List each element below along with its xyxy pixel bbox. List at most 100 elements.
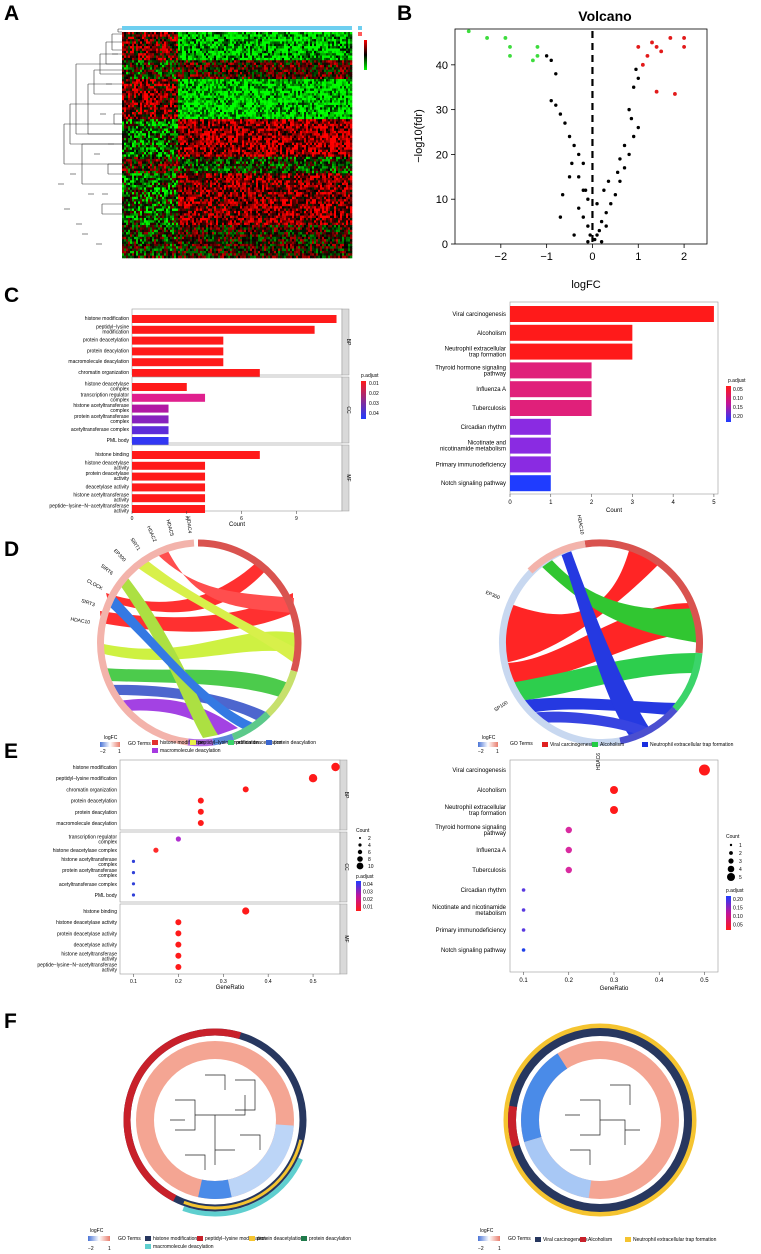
circ-ring-yellow: [125, 1030, 305, 1210]
volcano-point-ns: [586, 240, 590, 244]
go-bar-xtick-label: 9: [295, 516, 298, 522]
circ-dendrogram: [170, 1074, 261, 1170]
go-dot-point: [175, 919, 182, 926]
legend-swatch: [580, 1237, 586, 1242]
go-bar-label: protein acetyltransferase: [74, 414, 129, 420]
go-dot-label: macromolecule deacylation: [56, 821, 117, 827]
kegg-dot-point: [610, 786, 618, 794]
go-bar: [132, 315, 337, 323]
go-dot-label: protein deacetylase activity: [57, 931, 118, 937]
kegg-dot-point: [521, 928, 526, 932]
go-bar-label: deacetylase activity: [86, 484, 130, 490]
chord-arc-peptidyl-lysine: [265, 669, 298, 717]
kegg-dot-label: Circadian rhythm: [461, 888, 506, 894]
volcano-point-ns: [622, 166, 627, 170]
legend-swatch: [266, 740, 272, 745]
legend-swatch: [152, 740, 158, 745]
volcano-ytick-label: 20: [436, 149, 448, 161]
go-dot-point: [197, 820, 204, 826]
legend-swatch: [642, 742, 648, 747]
volcano-point-ns: [570, 161, 574, 166]
volcano-point-ns: [577, 206, 581, 210]
go-dot-label: activity: [102, 968, 118, 974]
volcano-point-up: [682, 36, 686, 40]
kegg-dot-label: Viral carcinogenesis: [452, 768, 506, 774]
kegg-bar-label: Circadian rhythm: [461, 425, 506, 431]
legend-swatch: [535, 1237, 541, 1242]
volcano-point-ns: [577, 175, 581, 179]
circ-right-ring-yellow: [503, 1023, 697, 1217]
volcano-point-ns: [615, 170, 620, 175]
kegg-dot-label: Thyroid hormone signaling: [435, 825, 506, 831]
go-dot-label: histone acetyltransferase: [61, 951, 117, 957]
go-bar-strip-label: BP: [345, 339, 351, 346]
legend-label: Viral carcinogenesis: [550, 742, 595, 748]
kegg-dot-point: [565, 866, 572, 874]
go-bar-label: PML body: [107, 438, 130, 444]
go-bar-label: acetyltransferase complex: [71, 427, 130, 433]
kegg-dot-xtick-label: 0.3: [610, 978, 619, 984]
volcano-point-ns: [593, 237, 597, 242]
panel-letter-a: A: [4, 2, 20, 25]
go-bar-strip: [341, 308, 350, 376]
volcano-ytick-label: 0: [442, 239, 448, 251]
volcano-point-ns: [588, 233, 592, 237]
go-bar: [132, 437, 169, 445]
kegg-bar-label: Thyroid hormone signaling: [435, 365, 506, 371]
legend-label: macromolecule deacylation: [153, 1244, 214, 1250]
kegg-dot-plot: Viral carcinogenesis Alcoholism Neutrophil…: [432, 759, 744, 992]
go-bar: [132, 461, 206, 470]
volcano-ytick-label: 10: [436, 194, 448, 206]
go-dot-facet: [119, 903, 341, 975]
go-dot-plot: BP histone modification peptidyl−lysine mo…: [37, 759, 374, 991]
volcano-point-ns: [586, 197, 590, 201]
volcano-point-down: [485, 36, 489, 40]
chord-diagram-kegg: HDAC10 EP300 SP100 HDAC6 logFC −2 1 GO Term…: [478, 515, 734, 770]
go-bar-label: protein deacetylation: [83, 338, 129, 344]
go-dot-xtick-label: 0.3: [220, 979, 227, 985]
chord-right-legend: logFC −2 1 GO Terms Viral carcinogenesis…: [478, 735, 734, 755]
go-bar-label: transcription regulator: [81, 392, 130, 398]
go-dot-point: [175, 964, 182, 970]
volcano-point-ns: [609, 201, 613, 206]
kegg-dot-label: Notch signaling pathway: [441, 948, 506, 954]
volcano-ytick-label: 40: [436, 60, 448, 72]
go-bar-label: activity: [114, 509, 130, 515]
go-bar-label: modification: [102, 329, 129, 335]
kegg-dot-label: Nicotinate and nicotinamide: [432, 905, 506, 911]
kegg-bar-label: Tuberculosis: [472, 406, 506, 412]
circ-left-legend: logFC −2 1 GO Terms histone modification…: [88, 1228, 351, 1252]
go-dot-label: protein deacetylation: [71, 799, 117, 805]
circ-logfc-ring-lowest: [136, 1041, 294, 1199]
go-dot-strip-label: BP: [343, 792, 349, 799]
kegg-bar: [510, 437, 551, 454]
kegg-dot-label: trap formation: [469, 811, 506, 817]
go-dot-point: [175, 930, 182, 937]
kegg-bar: [510, 362, 592, 379]
chord-left-legend: logFC −2 1 GO Terms histone modification…: [100, 735, 316, 755]
legend-swatch: [592, 742, 598, 747]
volcano-point-ns: [606, 179, 611, 183]
legend-label: peptidyl−lysine modification: [205, 1236, 266, 1242]
go-bar: [132, 336, 224, 345]
volcano-point-up: [659, 49, 664, 54]
go-bar-label: chromatin organization: [78, 370, 129, 376]
volcano-xtick-label: 1: [635, 251, 641, 263]
volcano-point-ns: [554, 72, 558, 76]
chord-arc-genes: [97, 539, 195, 746]
chord-arc-neutrophil: [619, 706, 678, 745]
chord-gene-label: HDAC6: [596, 753, 602, 770]
go-dot-xtick-label: 0.4: [265, 979, 272, 985]
panel-letter-c: C: [4, 284, 20, 307]
kegg-dot-xlabel: GeneRatio: [600, 986, 629, 992]
go-dot-point: [131, 871, 136, 875]
go-dot-point: [175, 952, 182, 959]
chord-gene-label: HDAC10: [70, 617, 91, 626]
kegg-dot-xtick-label: 0.5: [700, 978, 709, 984]
go-bar-xtick-label: 6: [240, 516, 243, 522]
kegg-dot-point: [698, 764, 710, 776]
go-dot-label: histone modification: [73, 765, 117, 771]
legend-swatch: [249, 1236, 255, 1241]
